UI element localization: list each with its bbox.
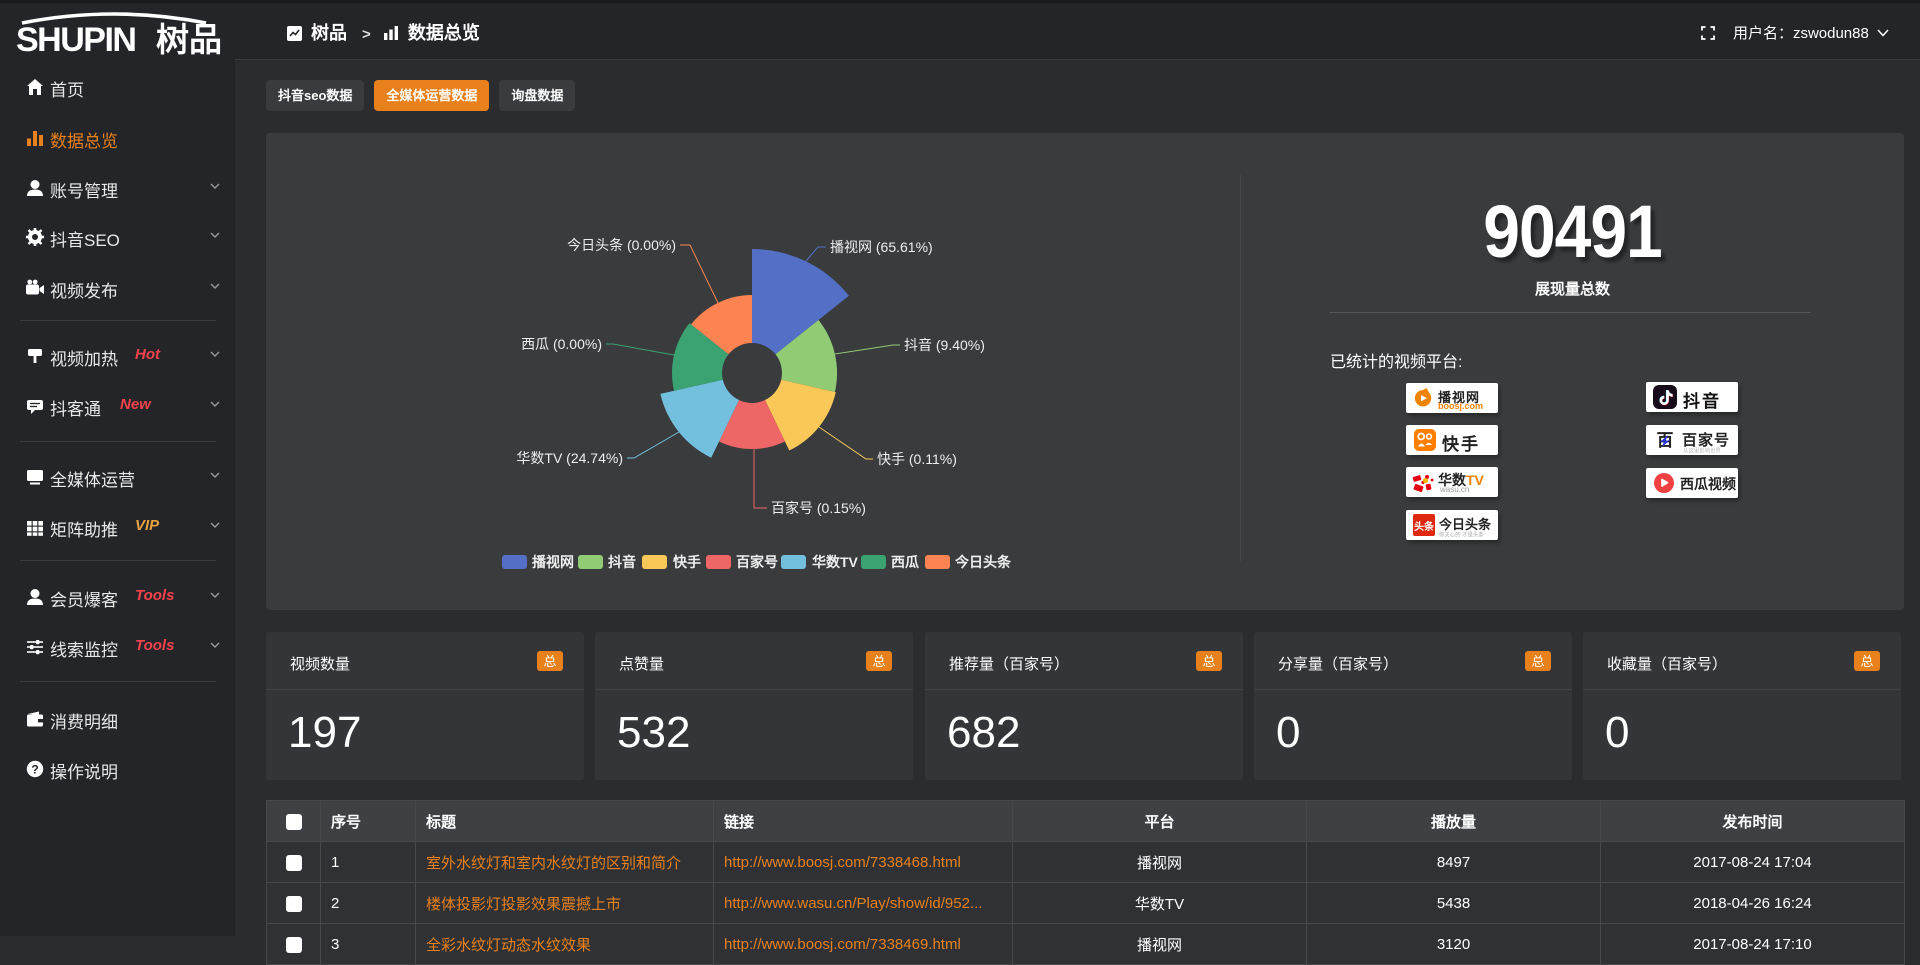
svg-text:百家号: 百家号 [736,554,778,570]
svg-text:百家号 (0.15%): 百家号 (0.15%) [771,500,866,516]
svg-text:今日头条 (0.00%): 今日头条 (0.00%) [567,237,676,253]
svg-text:今日头条: 今日头条 [954,554,1012,570]
svg-text:播视网 (65.61%): 播视网 (65.61%) [830,239,933,255]
svg-text:抖音: 抖音 [608,554,636,570]
svg-text:快手: 快手 [673,554,701,570]
svg-text:?: ? [31,762,38,776]
svg-text:西瓜: 西瓜 [891,554,919,570]
svg-text:华数TV: 华数TV [812,554,859,570]
svg-text:抖音 (9.40%): 抖音 (9.40%) [904,337,985,353]
svg-text:树品: 树品 [156,21,222,56]
svg-text:华数TV (24.74%): 华数TV (24.74%) [516,450,623,466]
svg-text:SHUPIN: SHUPIN [16,21,135,56]
svg-text:西瓜 (0.00%): 西瓜 (0.00%) [521,336,602,352]
svg-text:快手 (0.11%): 快手 (0.11%) [877,451,957,467]
svg-text:播视网: 播视网 [532,554,574,570]
svg-text:头条: 头条 [1414,520,1435,533]
